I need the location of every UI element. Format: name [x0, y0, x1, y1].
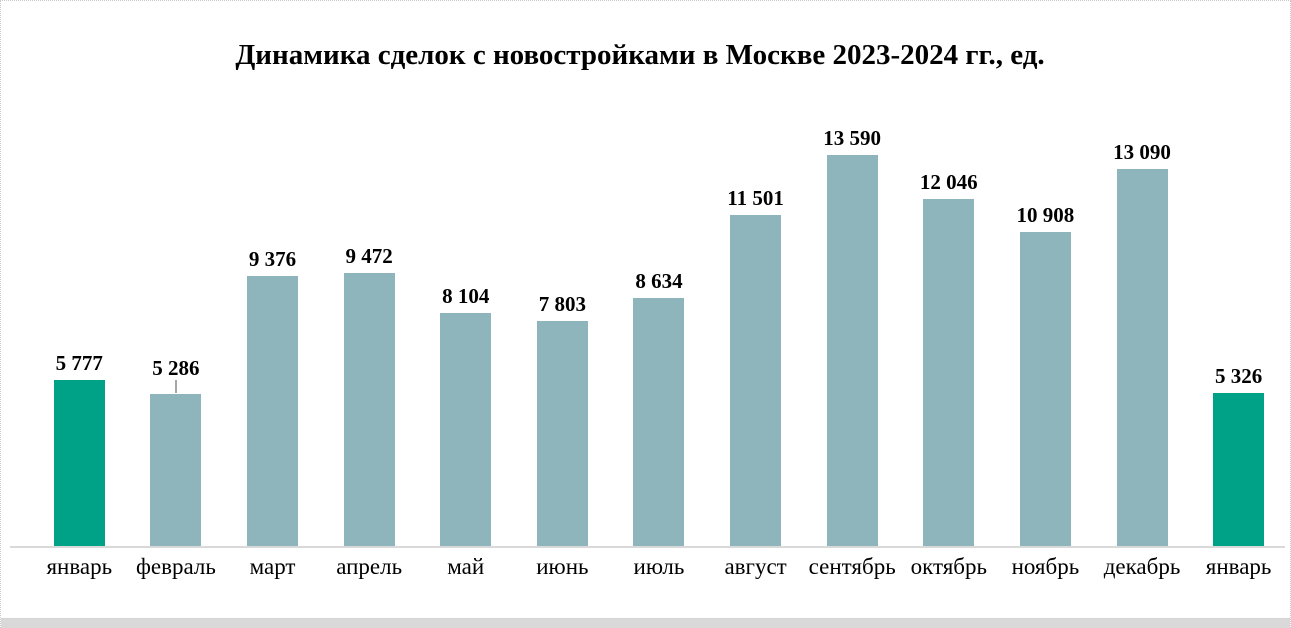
bar-slot: 9 376 — [224, 76, 321, 546]
bar-slot: 8 634 — [611, 76, 708, 546]
x-axis-line — [10, 546, 1285, 548]
bar-slot: 5 286 — [128, 76, 225, 546]
x-tick-label: январь — [1205, 554, 1272, 579]
x-tick-label: апрель — [336, 554, 403, 579]
x-tick-label: август — [724, 554, 787, 579]
bar-ноябрь-10 — [1019, 232, 1071, 546]
x-tick-label: октябрь — [910, 554, 987, 579]
x-tick-label: март — [249, 554, 296, 579]
x-axis-tick-labels: январь февраль март апрель май июнь июль август… — [31, 554, 1287, 580]
bar-slot: 7 803 — [514, 76, 611, 546]
bar-value-label: 13 590 — [823, 125, 882, 150]
x-tick-label: декабрь — [1103, 554, 1181, 579]
bar-август-7 — [730, 215, 782, 546]
bar-value-label: 13 090 — [1113, 139, 1171, 164]
x-tick-label: февраль — [135, 554, 216, 579]
bar-июль-6 — [633, 298, 685, 546]
bar-plot-area: 5 777 5 286 9 376 9 472 8 104 7 803 8 634 11 50… — [31, 76, 1287, 546]
bar-январь-0 — [53, 380, 105, 546]
bar-value-label: 9 472 — [345, 243, 393, 268]
bar-февраль-1 — [150, 394, 202, 546]
bar-value-label: 5 777 — [55, 350, 103, 375]
bar-сентябрь-8 — [826, 155, 878, 546]
bar-slot: 12 046 — [900, 76, 997, 546]
bar-value-label: 12 046 — [919, 169, 978, 194]
x-tick-label: май — [447, 554, 485, 579]
bar-июнь-5 — [536, 321, 588, 546]
bar-value-label: 7 803 — [538, 291, 586, 316]
bar-value-label: 11 501 — [727, 185, 784, 210]
bar-value-label: 5 326 — [1214, 363, 1263, 388]
bar-value-label: 9 376 — [248, 246, 297, 271]
x-tick-label: ноябрь — [1011, 554, 1080, 579]
bar-slot: 13 090 — [1094, 76, 1191, 546]
bar-апрель-3 — [343, 273, 395, 546]
x-tick-label: январь — [46, 554, 113, 579]
bar-value-label: 10 908 — [1016, 202, 1075, 227]
slide-bottom-edge — [1, 618, 1290, 628]
x-tick-label: июнь — [536, 554, 589, 579]
x-tick-label: июль — [633, 554, 685, 579]
bar-октябрь-9 — [923, 199, 975, 546]
bar-slot: 5 326 — [1190, 76, 1287, 546]
bar-slot: 10 908 — [997, 76, 1094, 546]
bar-slot: 8 104 — [417, 76, 514, 546]
bar-value-label: 5 286 — [152, 355, 200, 380]
chart-title: Динамика сделок с новостройками в Москве… — [235, 39, 1045, 71]
bar-slot: 9 472 — [321, 76, 418, 546]
bar-март-2 — [247, 276, 299, 546]
bar-value-label: 8 634 — [635, 268, 683, 293]
bar-май-4 — [440, 313, 492, 546]
bar-value-label: 8 104 — [442, 283, 490, 308]
bar-slot: 11 501 — [707, 76, 804, 546]
bar-slot: 13 590 — [804, 76, 901, 546]
bar-декабрь-11 — [1116, 169, 1168, 546]
x-tick-label: сентябрь — [808, 554, 896, 579]
bar-slot: 5 777 — [31, 76, 128, 546]
label-leader-line — [174, 380, 177, 393]
bar-январь-12 — [1213, 393, 1265, 546]
